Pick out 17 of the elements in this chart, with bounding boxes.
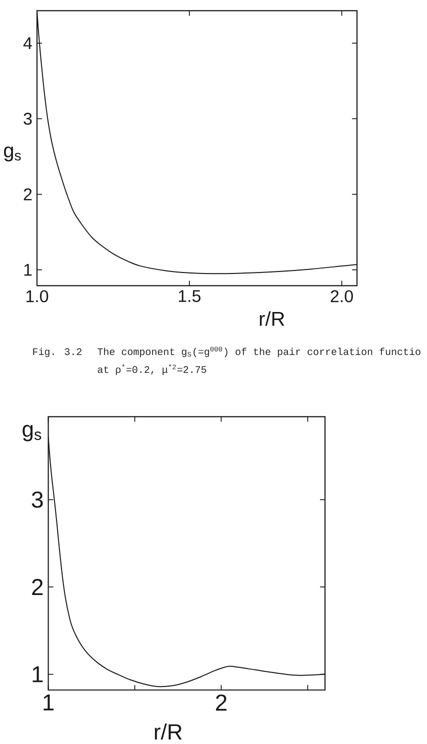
y-tick-label: 1: [24, 264, 32, 276]
x-axis-title: r/R: [260, 311, 284, 326]
y-tick-label: 2: [32, 578, 43, 595]
y-tick-label: 3: [24, 112, 32, 125]
caption: Fig. 3.2: [33, 348, 82, 358]
x-tick-label: 1.5: [178, 290, 200, 302]
y-tick-label: 1: [32, 666, 43, 682]
x-axis-title: r/R: [154, 724, 182, 740]
y-tick-label: 3: [32, 492, 43, 508]
y-axis-title: g$_{s}$: [22, 424, 42, 442]
x-tick-label: 2.0: [330, 290, 353, 302]
text: The component g$_{S}$(=g$^{000}$) of the pair correlation functio: [98, 346, 420, 358]
y-tick-label: 2: [24, 188, 32, 200]
x-tick-label: 1.0: [26, 290, 48, 302]
y-tick-label: 4: [23, 37, 32, 50]
text: at ρ$^{*}$=0.2, μ$^{*2}$=2.75: [98, 364, 206, 375]
y-axis-title: g$_{s}$: [4, 146, 21, 162]
